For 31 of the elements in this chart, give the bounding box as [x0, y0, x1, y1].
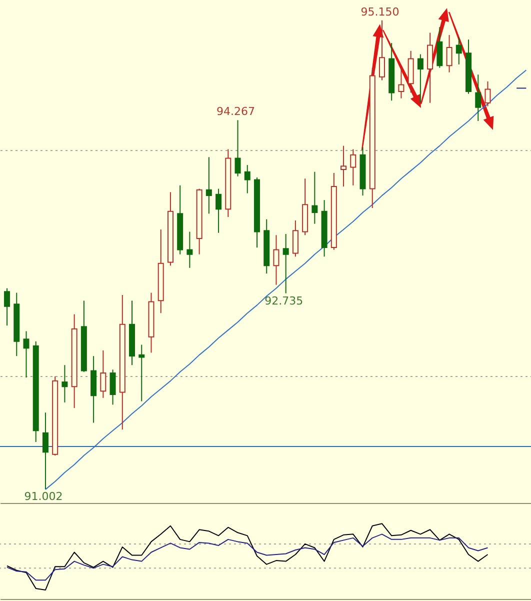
annotation: 94.267 — [216, 105, 256, 118]
candlestick — [110, 369, 116, 406]
candlestick — [378, 20, 385, 81]
candlestick — [244, 164, 250, 194]
candlestick — [273, 234, 280, 286]
candlestick — [350, 148, 356, 186]
candlestick — [138, 344, 145, 402]
candlestick — [456, 36, 462, 65]
candlestick — [427, 32, 434, 104]
annotation: 92.735 — [264, 294, 304, 308]
candlestick — [340, 145, 347, 188]
candlestick — [436, 26, 443, 68]
candlestick — [100, 350, 106, 398]
candlestick — [42, 412, 48, 490]
candlestick — [484, 80, 491, 107]
annotation: 91.002 — [24, 490, 63, 504]
candlestick — [62, 364, 68, 403]
candlestick — [312, 171, 318, 224]
candlestick — [398, 67, 404, 99]
annotation: 95.150 — [360, 5, 400, 18]
candlestick — [234, 120, 241, 177]
candlestick — [23, 330, 30, 378]
candlestick — [292, 220, 298, 258]
candlestick — [446, 34, 452, 73]
candlestick — [4, 288, 10, 326]
candlestick — [282, 233, 289, 294]
candlestick — [417, 54, 424, 104]
candlestick — [475, 74, 482, 122]
candlestick — [186, 231, 193, 268]
candlestick — [206, 156, 212, 214]
candlestick — [216, 188, 222, 234]
